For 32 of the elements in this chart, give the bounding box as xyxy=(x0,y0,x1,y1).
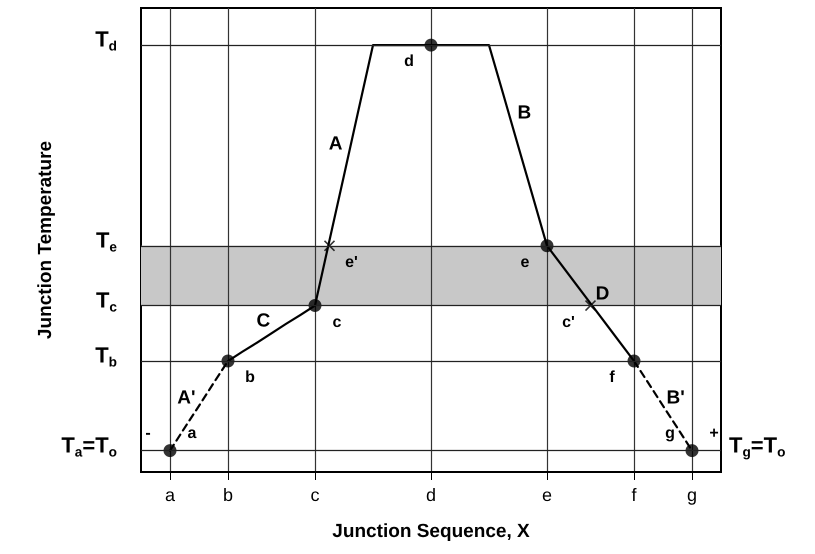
x-tick-label: c xyxy=(310,485,320,505)
series-label: C xyxy=(256,310,270,332)
x-tick-label: e xyxy=(542,485,552,505)
series-label: B xyxy=(518,102,532,124)
ref-line-label: T$_{d}$ xyxy=(95,26,117,54)
annotation: a xyxy=(188,424,196,442)
series-label: A xyxy=(328,133,343,154)
annotation: - xyxy=(145,424,151,442)
x-tick-label: g xyxy=(686,485,698,505)
annotation: d xyxy=(404,53,414,70)
ref-line-label: T$_{a}$=T$_{o}$ xyxy=(61,432,117,460)
annotation: e xyxy=(520,254,530,271)
y-axis-title: Junction Temperature xyxy=(35,140,56,340)
annotation: g xyxy=(665,424,675,442)
x-axis-title: Junction Sequence, X xyxy=(332,521,530,542)
x-tick-label: d xyxy=(426,485,436,505)
ref-line-label: T$_{b}$ xyxy=(95,342,117,370)
ref-line-label: T$_{c}$ xyxy=(96,287,117,314)
annotation: + xyxy=(709,424,719,442)
annotation: b xyxy=(245,369,255,386)
x-tick-label: b xyxy=(222,485,234,505)
series-label: e' xyxy=(345,254,358,271)
ref-line-label: T$_{e}$ xyxy=(96,227,117,254)
series-label: D xyxy=(596,284,610,305)
annotation: c xyxy=(332,314,342,331)
x-tick-label: a xyxy=(164,485,176,505)
series-label: A' xyxy=(177,387,196,408)
annotation: f xyxy=(609,369,615,386)
x-tick-label: f xyxy=(631,485,638,505)
series-label: c' xyxy=(562,314,575,331)
series-label: B' xyxy=(666,387,685,408)
annotation: T$_{g}$=T$_{o}$ xyxy=(729,432,786,460)
